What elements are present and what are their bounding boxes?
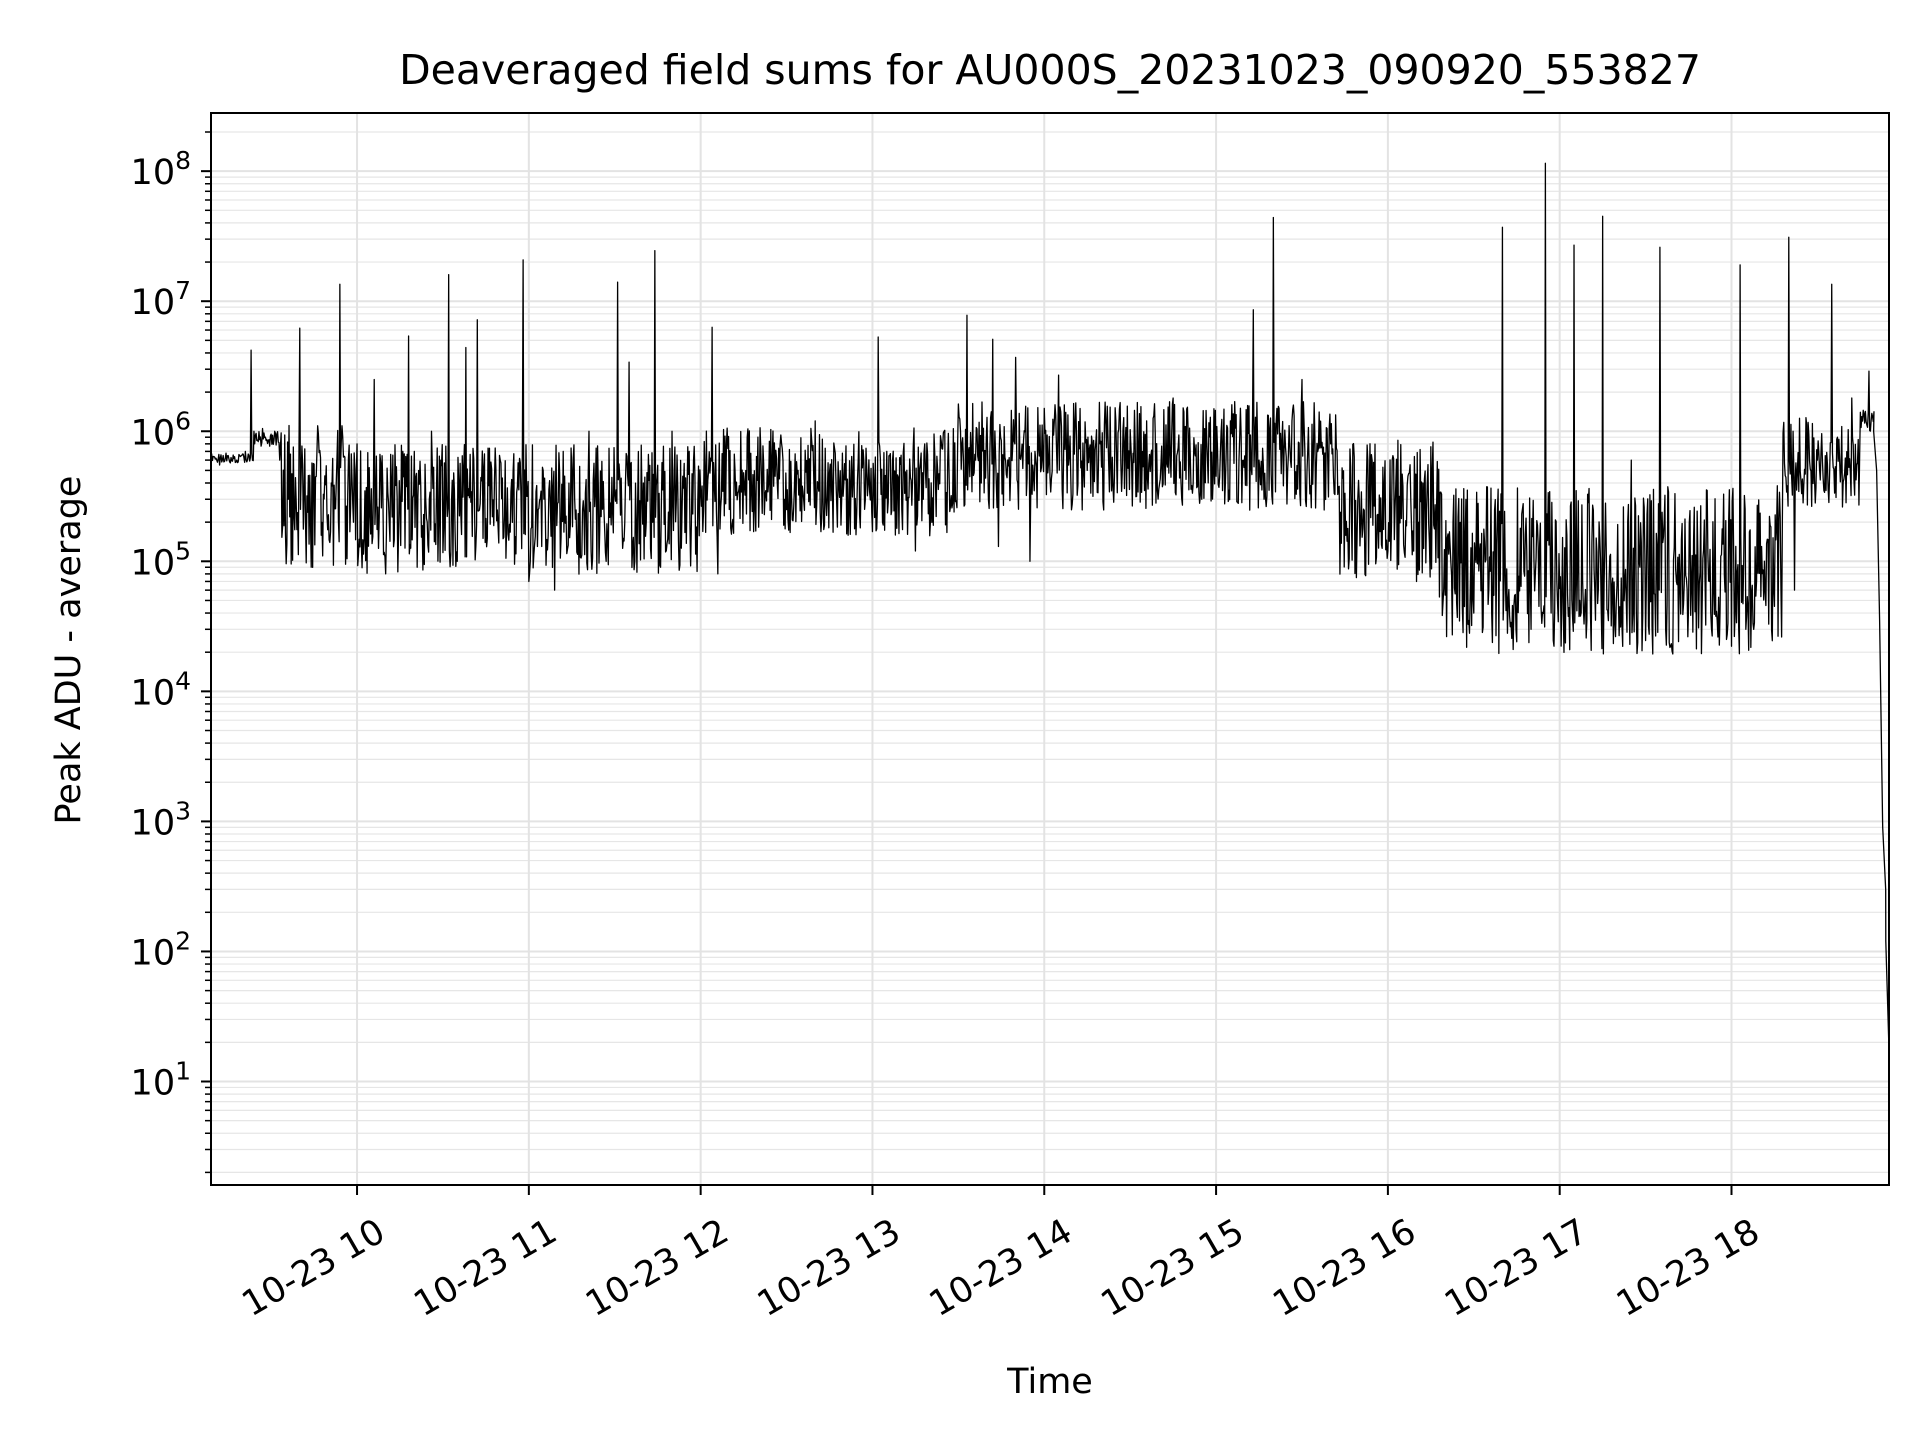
y-tick-label: 104 bbox=[131, 666, 191, 713]
y-tick-label: 105 bbox=[131, 536, 191, 583]
y-axis: 101 102 103 104 105 106 107 108 bbox=[131, 131, 211, 1174]
y-axis-label: Peak ADU - average bbox=[49, 476, 89, 825]
plot-area bbox=[210, 162, 1890, 1137]
series-line bbox=[210, 162, 1890, 1137]
y-tick-label: 102 bbox=[131, 926, 191, 973]
x-axis-label: Time bbox=[1006, 1362, 1093, 1402]
chart-title: Deaveraged field sums for AU000S_2023102… bbox=[399, 46, 1701, 94]
y-tick-label: 103 bbox=[131, 796, 191, 843]
plot-frame bbox=[210, 112, 1890, 1186]
y-tick-label: 108 bbox=[131, 146, 191, 193]
y-tick-label: 106 bbox=[131, 406, 191, 453]
y-tick-label: 101 bbox=[131, 1056, 191, 1103]
y-tick-label: 107 bbox=[131, 276, 191, 323]
